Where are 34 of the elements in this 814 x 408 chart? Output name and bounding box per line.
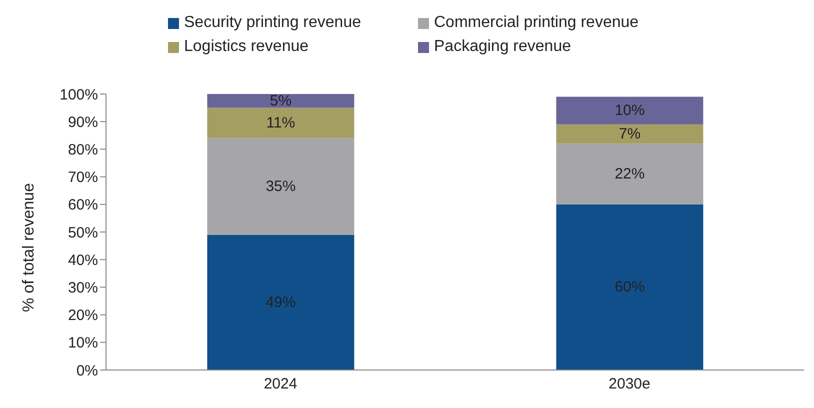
y-tick-label: 40% [68, 252, 98, 269]
y-tick-label: 30% [68, 280, 98, 297]
legend-label: Logistics revenue [184, 38, 309, 56]
y-axis-title: % of total revenue [20, 182, 38, 312]
legend-label: Security printing revenue [184, 14, 361, 32]
y-tick-label: 20% [68, 307, 98, 324]
y-tick-label: 0% [76, 362, 98, 380]
y-tick-label: 80% [68, 142, 98, 159]
data-label: 11% [266, 114, 296, 132]
data-label: 10% [614, 102, 645, 120]
y-tick-label: 70% [68, 169, 98, 186]
bar [207, 138, 354, 235]
legend-label: Commercial printing revenue [434, 14, 639, 32]
data-label: 22% [614, 166, 645, 183]
y-tick-label: 90% [68, 114, 98, 131]
data-label: 7% [618, 126, 641, 143]
y-tick-label: 60% [68, 196, 98, 214]
data-label: 60% [614, 278, 645, 296]
legend-label: Packaging revenue [434, 38, 571, 56]
y-tick-label: 50% [68, 224, 98, 242]
bar [207, 94, 354, 108]
data-label: 35% [266, 178, 296, 195]
bar [556, 96, 704, 124]
data-label: 5% [270, 92, 292, 110]
x-tick-label: 2024 [264, 376, 298, 393]
y-tick-label: 10% [68, 334, 98, 352]
bar [556, 144, 704, 204]
bar [207, 108, 354, 138]
bar [207, 234, 354, 370]
x-tick-label: 2030e [608, 376, 650, 393]
bar [556, 204, 704, 370]
y-tick-label: 100% [60, 86, 98, 104]
bar [556, 124, 704, 144]
data-label: 49% [266, 294, 296, 311]
